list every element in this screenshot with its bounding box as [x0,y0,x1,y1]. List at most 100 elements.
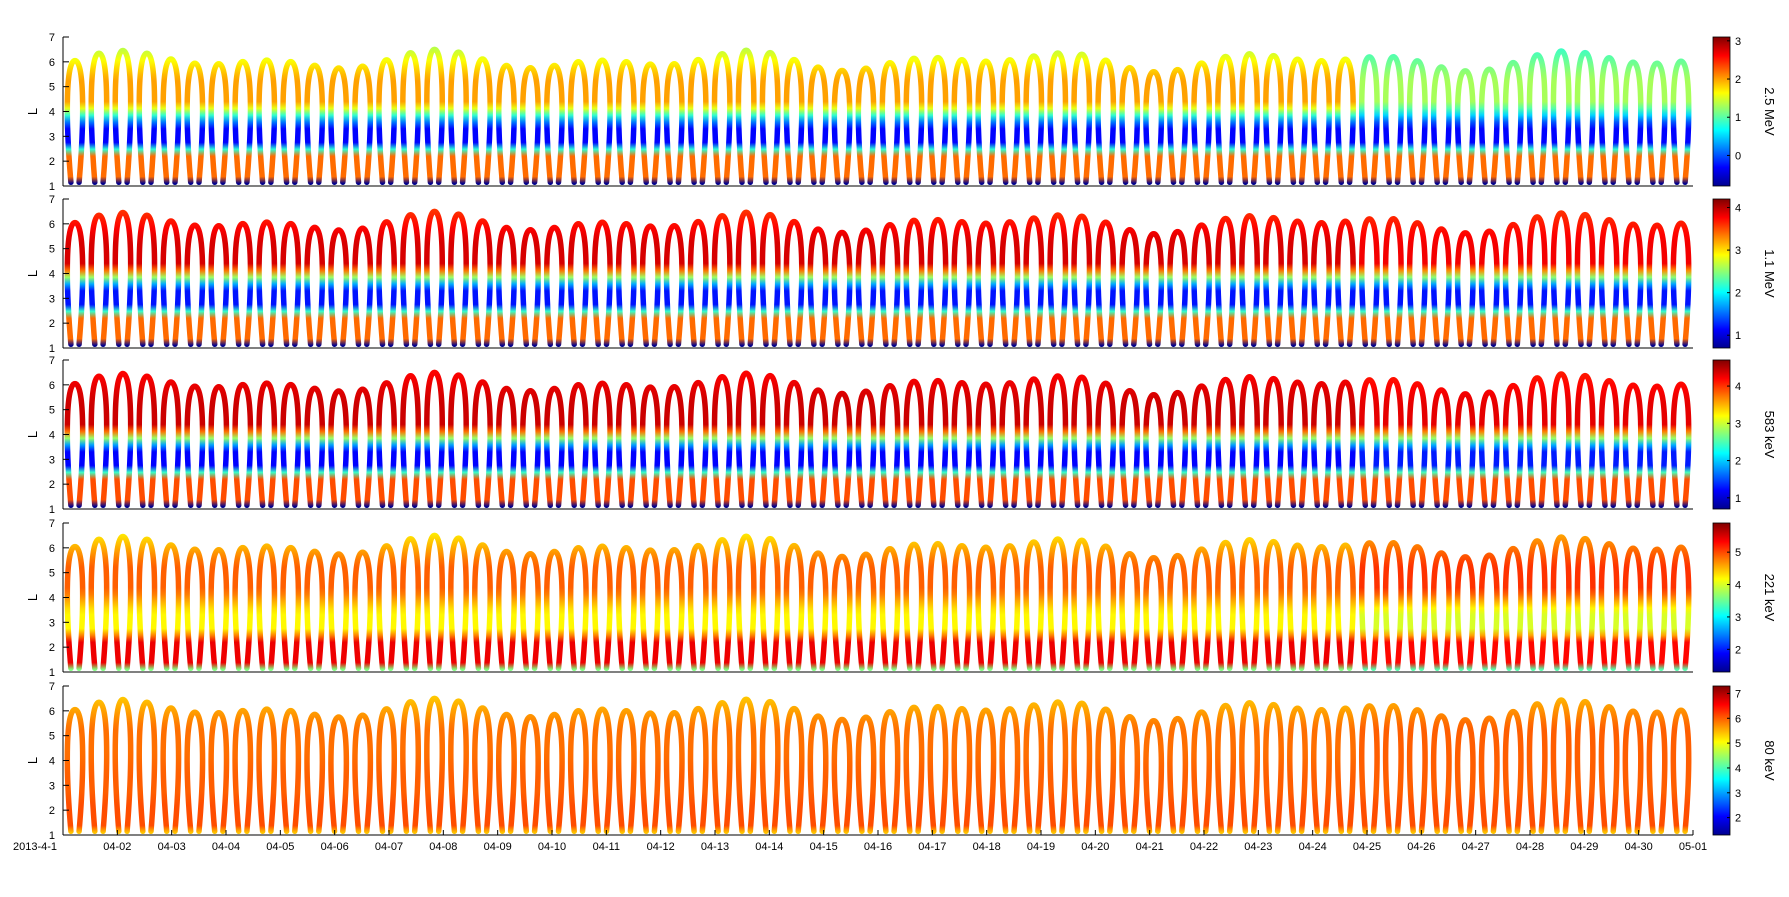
orbit-pass [1506,549,1521,669]
orbit-pass [571,224,586,344]
orbit-pass [1434,390,1449,505]
orbit-pass [882,386,897,506]
orbit-pass [451,214,466,344]
orbit-pass [1050,376,1065,505]
orbit-pass [1386,543,1401,669]
orbit-pass [1410,547,1425,668]
colorbar-tick-label: 1 [1735,493,1741,505]
x-tick-label: 04-17 [918,841,946,853]
y-tick-label: 2 [49,156,55,168]
orbit-pass [1362,380,1377,505]
orbit-pass [1625,62,1640,182]
colorbar-tick-label: 5 [1735,547,1741,559]
orbit-pass [667,387,682,506]
orbit-pass [834,557,849,669]
panel-5: 1234567L23456780 keV [25,681,1777,842]
x-tick-label: 04-25 [1353,841,1381,853]
orbit-pass [307,551,322,668]
orbit-pass [1266,705,1281,832]
orbit-pass [1026,705,1041,831]
orbit-pass [738,373,753,505]
orbit-pass [715,703,730,832]
orbit-pass [786,546,801,669]
orbit-pass [930,707,945,832]
orbit-pass [810,229,825,344]
orbit-pass [187,225,202,344]
orbit-pass [259,546,274,668]
orbit-pass [786,60,801,183]
orbit-pass [1553,213,1568,344]
orbit-pass [403,53,418,183]
orbit-pass [715,54,730,183]
orbit-pass [91,376,106,505]
orbit-pass [882,712,897,832]
orbit-pass [1050,539,1065,668]
orbit-pass [954,709,969,832]
y-tick-label: 4 [49,593,55,605]
orbit-pass [1194,712,1209,831]
x-tick-label: 04-04 [212,841,240,853]
orbit-pass [115,537,130,669]
orbit-pass [523,68,538,183]
y-tick-label: 2 [49,479,55,491]
orbit-pass [762,539,777,669]
x-tick-label: 04-18 [973,841,1001,853]
orbit-pass [1170,393,1185,506]
y-tick-label: 3 [49,293,55,305]
orbit-pass [762,376,777,506]
orbit-pass [738,536,753,668]
orbit-pass [307,65,322,182]
orbit-pass [139,53,154,182]
orbit-pass [1002,709,1017,831]
orbit-pass [307,388,322,505]
orbit-pass [1290,708,1305,831]
orbit-pass [1434,553,1449,668]
y-tick-label: 7 [49,355,55,367]
orbit-pass [954,222,969,345]
x-tick-label: 04-16 [864,841,892,853]
orbit-pass [786,222,801,345]
orbit-pass [1314,547,1329,669]
orbit-pass [906,381,921,505]
x-tick-label: 04-11 [593,841,620,853]
orbit-pass [499,389,514,506]
orbit-pass [858,391,873,505]
y-tick-label: 4 [49,269,55,281]
orbit-pass [786,383,801,506]
colorbar-label: 1.1 MeV [1762,249,1777,298]
x-tick-label: 04-21 [1136,841,1164,853]
colorbar [1713,360,1730,509]
x-tick-label: 04-07 [375,841,403,853]
orbit-pass [1553,374,1568,505]
orbit-pass [1386,380,1401,506]
orbit-pass [1146,234,1161,345]
orbit-pass [1050,702,1065,831]
orbit-pass [139,539,154,668]
orbit-pass [1122,230,1137,345]
y-tick-label: 1 [49,181,55,193]
orbit-pass [1242,540,1257,669]
orbit-pass [1362,57,1377,182]
orbit-pass [1553,537,1568,668]
y-tick-label: 4 [49,107,55,119]
y-tick-label: 5 [49,244,55,256]
colorbar-tick-label: 1 [1735,330,1741,342]
orbit-pass [1074,703,1089,831]
orbit-pass [643,713,658,831]
orbit-pass [187,712,202,831]
orbit-pass [427,49,442,182]
orbit-pass [1266,379,1281,506]
orbit-pass [259,383,274,505]
orbit-pass [1601,544,1616,669]
colorbar-tick-label: 2 [1735,74,1741,86]
x-tick-label: 04-05 [266,841,294,853]
orbit-pass [1074,540,1089,668]
orbit-pass [1625,711,1640,831]
y-tick-label: 3 [49,617,55,629]
orbit-pass [1242,216,1257,344]
orbit-pass [954,383,969,506]
orbit-pass [259,222,274,344]
colorbar-tick-label: 7 [1735,688,1741,700]
orbit-pass [834,233,849,345]
y-tick-label: 2 [49,642,55,654]
